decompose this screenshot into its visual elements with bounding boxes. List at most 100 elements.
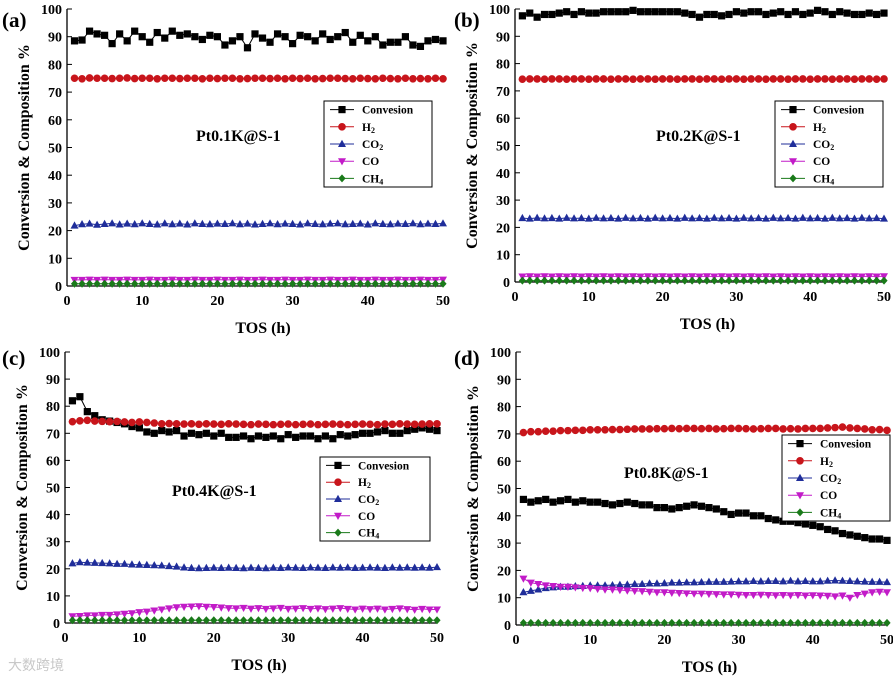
data-point-h2 <box>221 74 229 83</box>
data-point-ch4 <box>526 276 534 285</box>
series-convesion <box>70 27 447 52</box>
data-point-convesion <box>622 8 630 16</box>
data-point-h2 <box>784 75 792 83</box>
data-point-ch4 <box>533 276 541 285</box>
data-point-h2 <box>418 420 426 428</box>
data-point-h2 <box>853 424 862 433</box>
x-tick-label: 20 <box>656 290 670 305</box>
data-point-co2 <box>526 586 535 594</box>
legend-marker-convesion <box>334 461 342 469</box>
data-point-h2 <box>425 420 434 428</box>
data-point-ch4 <box>334 279 342 288</box>
data-point-h2 <box>78 75 86 83</box>
data-point-co <box>727 591 736 599</box>
data-point-co2 <box>239 564 248 572</box>
legend-label-ch4: CH4 <box>362 173 383 186</box>
data-point-convesion <box>659 8 667 16</box>
data-point-co2 <box>371 219 380 227</box>
legend-label-ch4: CH4 <box>813 173 834 186</box>
y-tick-label: 10 <box>48 252 62 267</box>
data-point-ch4 <box>772 618 780 627</box>
data-point-co2 <box>90 558 99 566</box>
data-point-ch4 <box>76 616 84 625</box>
data-point-ch4 <box>614 276 622 285</box>
data-point-co2 <box>719 577 728 585</box>
data-point-convesion <box>861 534 869 542</box>
data-point-co2 <box>555 214 564 222</box>
data-point-convesion <box>607 8 615 16</box>
data-point-convesion <box>518 12 526 20</box>
data-point-h2 <box>123 74 131 82</box>
data-point-ch4 <box>135 616 143 625</box>
data-point-ch4 <box>195 616 203 625</box>
data-point-co2 <box>704 577 713 585</box>
data-point-h2 <box>98 417 106 426</box>
x-tick-label: 0 <box>62 631 69 646</box>
data-point-h2 <box>187 420 196 428</box>
data-point-co2 <box>266 219 275 227</box>
data-point-ch4 <box>838 618 847 627</box>
data-point-convesion <box>880 9 888 17</box>
x-axis-title: TOS (h) <box>235 320 290 337</box>
data-point-convesion <box>251 30 259 38</box>
data-point-convesion <box>784 10 792 19</box>
data-point-h2 <box>299 420 307 429</box>
data-point-ch4 <box>762 276 770 285</box>
data-point-ch4 <box>180 616 188 625</box>
data-point-co <box>771 592 780 600</box>
data-point-ch4 <box>304 279 312 288</box>
data-point-ch4 <box>779 618 787 627</box>
y-tick-label: 40 <box>48 169 62 184</box>
data-point-co2 <box>831 576 840 584</box>
data-point-ch4 <box>828 276 836 285</box>
data-point-h2 <box>533 75 541 83</box>
x-tick-label: 40 <box>361 294 375 309</box>
y-tick-label: 60 <box>496 112 510 127</box>
data-point-ch4 <box>875 618 884 627</box>
data-point-convesion <box>349 38 357 46</box>
data-point-h2 <box>379 74 387 83</box>
series-ch4 <box>519 618 891 627</box>
data-point-convesion <box>675 504 683 512</box>
data-point-h2 <box>224 420 233 428</box>
data-point-convesion <box>425 425 434 433</box>
data-point-co2 <box>725 213 734 222</box>
data-point-convesion <box>165 428 173 436</box>
data-point-co2 <box>784 213 793 222</box>
data-point-ch4 <box>306 616 315 625</box>
x-tick-label: 0 <box>64 294 71 309</box>
x-tick-label: 50 <box>430 631 444 646</box>
data-point-ch4 <box>176 279 184 288</box>
data-point-h2 <box>865 75 874 83</box>
data-point-co2 <box>172 562 181 570</box>
data-point-ch4 <box>843 276 851 285</box>
data-point-convesion <box>806 9 814 17</box>
data-point-co2 <box>165 561 174 570</box>
data-point-co <box>779 591 788 600</box>
data-point-co2 <box>100 219 109 227</box>
data-point-convesion <box>725 10 733 19</box>
data-point-ch4 <box>254 616 263 625</box>
data-point-h2 <box>318 74 327 83</box>
x-tick-label: 50 <box>880 633 893 648</box>
data-point-convesion <box>816 523 824 531</box>
data-point-convesion <box>644 8 652 16</box>
data-point-convesion <box>146 38 154 46</box>
data-point-convesion <box>161 34 169 42</box>
data-point-convesion <box>636 8 645 16</box>
data-point-co <box>675 590 684 598</box>
data-point-h2 <box>311 75 319 83</box>
x-tick-label: 40 <box>356 631 370 646</box>
data-point-convesion <box>764 514 772 523</box>
data-point-ch4 <box>70 279 79 288</box>
y-tick-label: 80 <box>497 401 511 416</box>
data-point-ch4 <box>681 276 689 285</box>
data-point-co <box>541 582 550 590</box>
data-point-h2 <box>660 424 669 433</box>
data-point-h2 <box>258 74 267 83</box>
data-point-co2 <box>358 563 367 571</box>
data-point-co2 <box>291 563 300 571</box>
data-point-co <box>793 591 802 600</box>
data-point-co2 <box>872 213 881 222</box>
data-point-h2 <box>682 424 691 433</box>
